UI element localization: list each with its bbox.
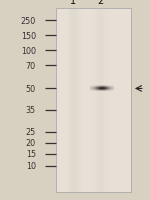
Text: 1: 1 [70, 0, 76, 6]
Text: 35: 35 [26, 106, 36, 114]
Text: 50: 50 [26, 85, 36, 93]
Text: 150: 150 [21, 32, 36, 40]
Text: 70: 70 [26, 62, 36, 70]
Text: 250: 250 [21, 17, 36, 25]
Text: 10: 10 [26, 162, 36, 170]
Text: 15: 15 [26, 150, 36, 158]
Text: 100: 100 [21, 47, 36, 55]
Text: 2: 2 [97, 0, 104, 6]
Text: 25: 25 [26, 128, 36, 136]
Bar [56, 9, 131, 192]
Text: 20: 20 [26, 139, 36, 147]
